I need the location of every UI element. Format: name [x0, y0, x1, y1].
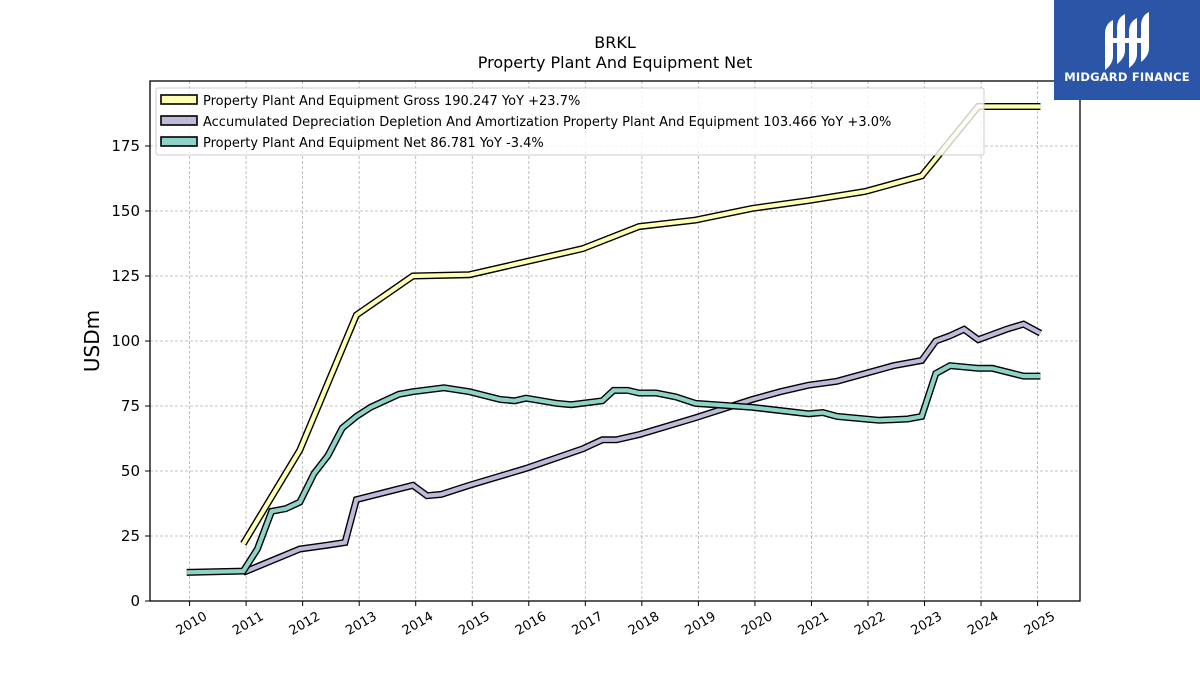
legend-label: Property Plant And Equipment Gross 190.2… — [203, 94, 580, 109]
x-tick-label: 2025 — [1022, 609, 1058, 639]
series-layer — [186, 103, 1043, 576]
x-tick-label: 2019 — [683, 609, 719, 639]
logo-badge: MIDGARD FINANCE — [1054, 0, 1200, 100]
y-tick-label: 175 — [111, 137, 140, 155]
x-tick-label: 2017 — [569, 609, 605, 639]
x-tick-label: 2020 — [739, 609, 775, 639]
logo-text: MIDGARD FINANCE — [1064, 70, 1190, 84]
x-tick-label: 2013 — [343, 609, 379, 639]
y-axis: 0 25 50 75 100 125 150 175 — [111, 137, 150, 610]
legend-box — [155, 87, 985, 156]
x-tick-label: 2023 — [909, 609, 945, 639]
y-tick-label: 0 — [130, 592, 140, 610]
y-tick-label: 50 — [121, 462, 140, 480]
x-tick-label: 2018 — [626, 609, 662, 639]
x-tick-label: 2015 — [456, 609, 492, 639]
series-outline — [186, 362, 1041, 576]
series-line — [186, 363, 1041, 575]
chart-subtitle: Property Plant And Equipment Net — [478, 53, 753, 72]
x-tick-label: 2014 — [400, 609, 436, 639]
y-tick-label: 150 — [111, 202, 140, 220]
series-line — [241, 104, 1041, 545]
legend-swatch — [160, 136, 198, 147]
y-tick-label: 25 — [121, 527, 140, 545]
x-tick-label: 2016 — [513, 609, 549, 639]
x-axis: 2010 2011 2012 2013 2014 2015 2016 2017 2018 2019… — [174, 601, 1058, 639]
y-tick-label: 100 — [111, 332, 140, 350]
y-axis-label: USDm — [80, 310, 104, 372]
chart-title: BRKL — [594, 33, 636, 52]
x-tick-label: 2010 — [174, 609, 210, 639]
legend-swatch — [160, 94, 198, 105]
x-tick-label: 2011 — [230, 609, 266, 639]
y-tick-label: 75 — [121, 397, 140, 415]
legend-label: Accumulated Depreciation Depletion And A… — [203, 115, 891, 130]
legend-label: Property Plant And Equipment Net 86.781 … — [203, 136, 544, 151]
legend-swatch — [160, 115, 198, 126]
x-tick-label: 2021 — [796, 609, 832, 639]
grid — [150, 81, 1080, 602]
midgard-logo-icon — [1105, 12, 1149, 70]
x-tick-label: 2024 — [965, 609, 1001, 639]
x-tick-label: 2022 — [852, 609, 888, 639]
x-tick-label: 2012 — [287, 609, 323, 639]
y-tick-label: 125 — [111, 267, 140, 285]
legend: Property Plant And Equipment Gross 190.2… — [155, 87, 985, 156]
